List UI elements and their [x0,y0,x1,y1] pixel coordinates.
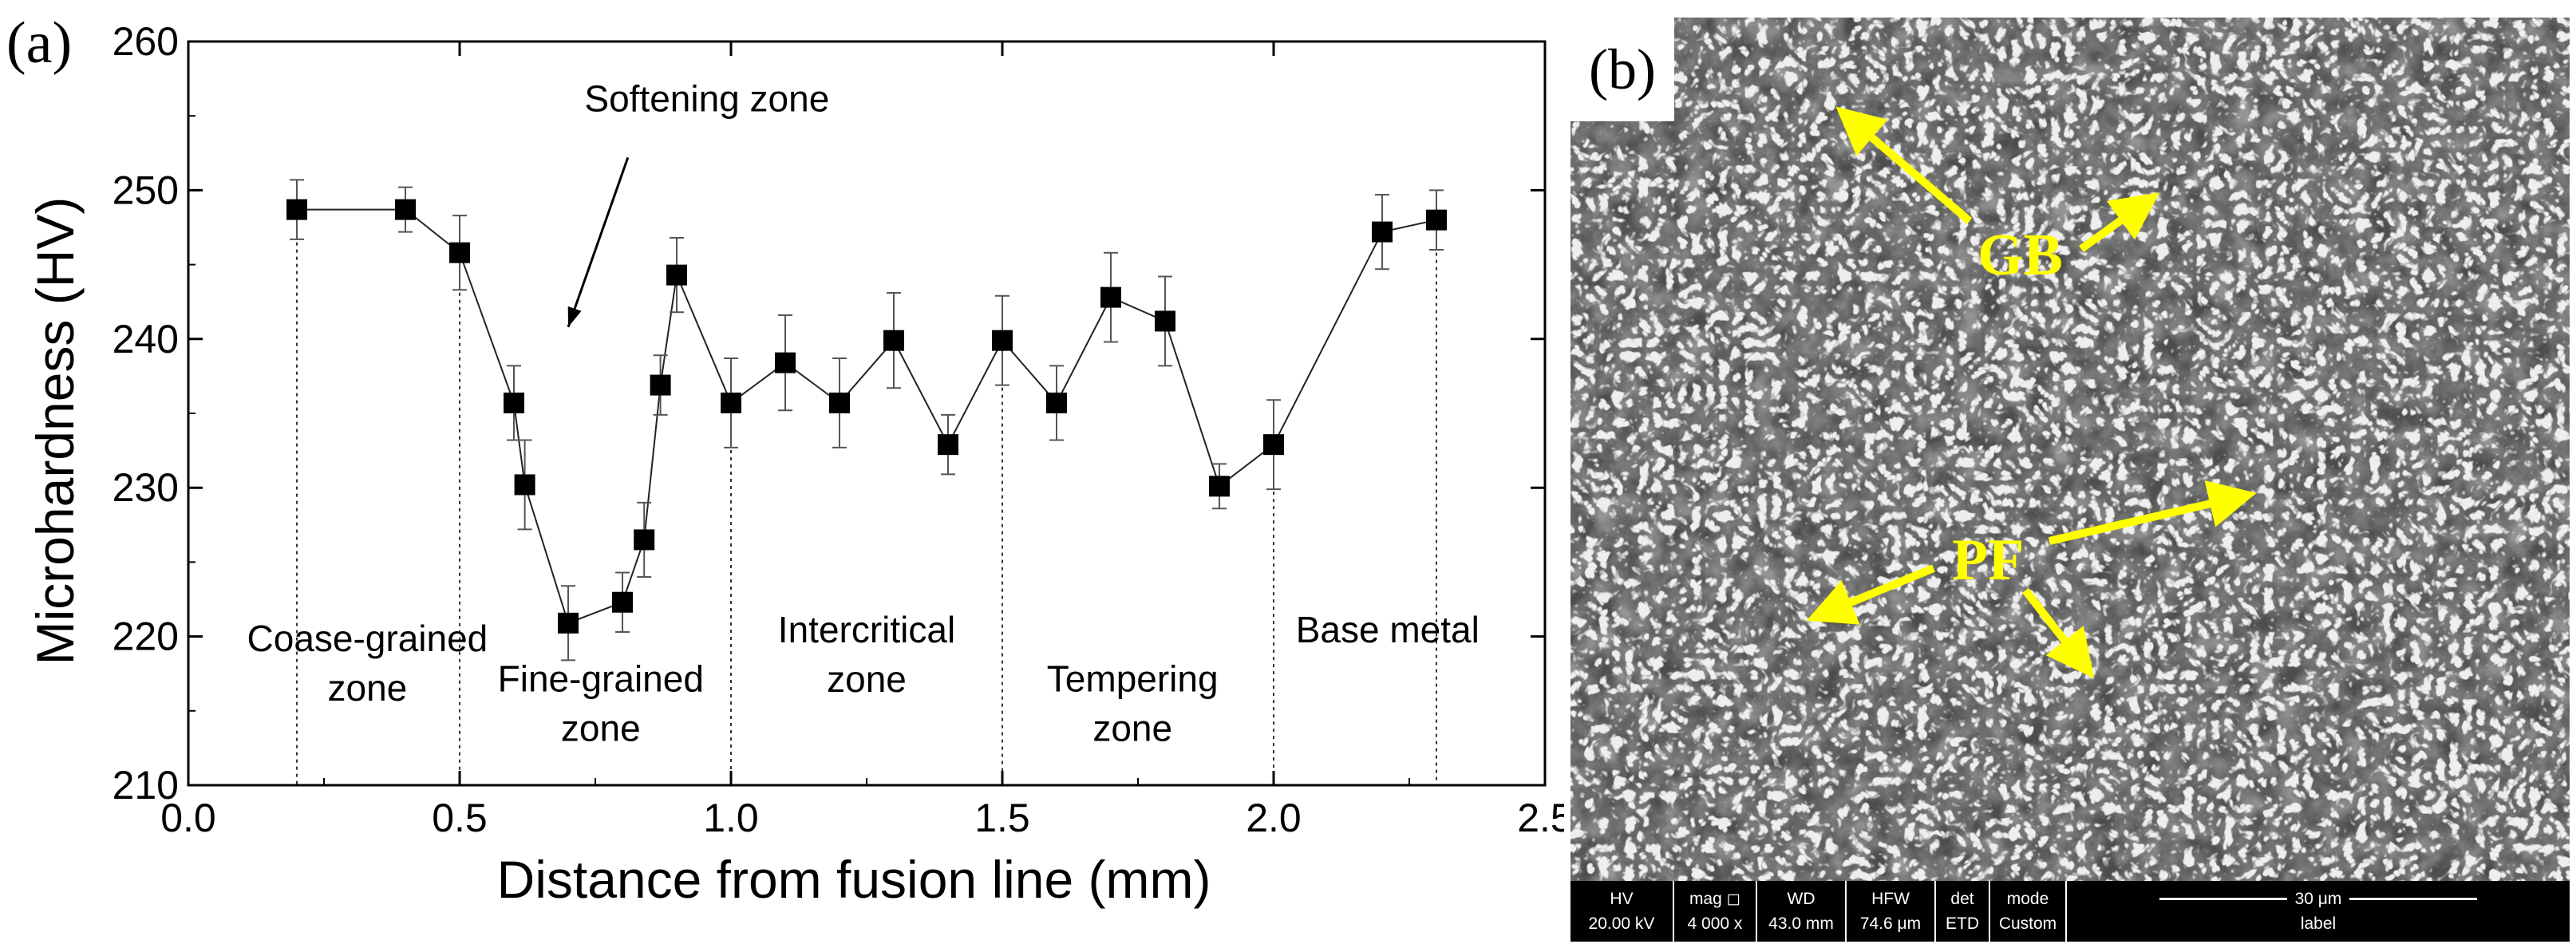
pf-label: PF [1952,527,2024,593]
data-point [1372,221,1393,243]
data-point [883,330,904,351]
info-wd: WD 43.0 mm [1757,881,1847,942]
pf-arrow-2 [1806,564,1935,625]
scale-line-left [2159,898,2287,900]
info-det-value: ETD [1946,914,1979,933]
softening-zone-label: Softening zone [584,78,829,120]
panel-b-label: (b) [1570,18,1674,121]
sem-info-bar: HV 20.00 kV mag ◻ 4 000 x WD 43.0 mm HFW… [1570,881,2570,942]
info-bottom-label: label [2300,914,2337,933]
x-tick-label: 1.0 [703,796,759,840]
gb-arrow-1 [1835,106,1973,224]
data-point [992,330,1013,351]
scale-label: 30 μm [2294,890,2342,908]
data-point [504,392,524,413]
zone-label: zone [561,708,641,749]
info-mode-value: Custom [1998,914,2057,933]
data-point [1046,392,1067,413]
data-point [721,392,741,413]
info-mag-value: 4 000 x [1687,914,1743,933]
y-tick-label: 240 [113,317,179,361]
sem-microstructure-image [1570,18,2570,881]
info-wd-value: 43.0 mm [1768,914,1834,933]
zone-label: Fine-grained [498,658,704,700]
pf-arrow-3 [2022,587,2095,678]
data-point [829,392,850,413]
data-point [650,374,671,396]
softening-zone-arrow [567,156,630,328]
info-wd-label: WD [1787,890,1815,908]
y-tick-label: 260 [113,19,179,64]
zone-label: zone [328,667,408,709]
data-point [395,199,416,220]
x-axis-title: Distance from fusion line (mm) [497,850,1211,909]
data-point [938,434,958,456]
y-axis-title: Microhardness (HV) [26,197,85,666]
y-tick-label: 210 [113,763,179,808]
data-point [286,199,307,220]
data-point [449,242,470,263]
info-det: det ETD [1936,881,1990,942]
sem-micrograph: GB PF (b) HV 20.00 kV mag ◻ 4 000 x WD 4… [1570,18,2570,942]
data-point [1209,476,1230,497]
info-hfw: HFW 74.6 μm [1847,881,1936,942]
data-point [612,591,633,613]
info-hfw-value: 74.6 μm [1859,914,1922,933]
info-hfw-label: HFW [1871,890,1910,908]
info-hv-label: HV [1610,890,1634,908]
data-point [775,352,796,373]
scale-bar: 30 μm [2159,887,2478,911]
zone-label: Base metal [1296,609,1480,650]
info-hv-value: 20.00 kV [1588,914,1655,933]
data-point [514,474,535,496]
data-point [558,612,579,634]
microhardness-chart: (a) 0.0 0.5 1.0 1.5 2.0 2.5 210 220 230 240 250 260… [6,10,1564,909]
y-tick-label: 230 [113,465,179,510]
pf-arrow-1 [2048,480,2257,545]
zone-label: zone [827,658,907,700]
softening-zone-arrowhead [567,306,582,327]
info-mode-label: mode [2006,890,2049,908]
data-point [1100,286,1121,308]
info-mode: mode Custom [1990,881,2067,942]
zone-label: Intercritical [778,609,955,650]
x-tick-label: 0.0 [160,796,216,840]
info-hv: HV 20.00 kV [1570,881,1674,942]
x-tick-label: 0.5 [432,796,488,840]
info-det-label: det [1950,890,1974,908]
panel-a-label: (a) [6,10,72,76]
x-tick-label: 1.5 [974,796,1030,840]
series-line [297,208,1437,625]
gb-label: GB [1977,223,2063,288]
scale-line-right [2349,898,2478,900]
gb-arrow-2 [2079,192,2160,253]
x-tick-label: 2.0 [1246,796,1302,840]
zone-label: Tempering [1047,658,1219,700]
y-tick-label: 250 [113,168,179,212]
data-point [634,529,655,551]
info-mag: mag ◻ 4 000 x [1674,881,1757,942]
x-tick-label: 2.5 [1517,796,1564,840]
plot-area: 0.0 0.5 1.0 1.5 2.0 2.5 210 220 230 240 250 260 Coas… [113,19,1564,840]
data-point [1155,310,1175,332]
sem-annotations: GB PF [1806,106,2257,678]
data-point [1426,209,1447,231]
y-tick-label: 220 [113,614,179,659]
data-point [1263,434,1284,456]
info-scale: 30 μm label [2067,881,2570,942]
zone-label: zone [1092,708,1172,749]
info-mag-label: mag ◻ [1689,890,1741,908]
zone-label: Coase-grained [247,618,488,659]
data-point [666,264,687,286]
